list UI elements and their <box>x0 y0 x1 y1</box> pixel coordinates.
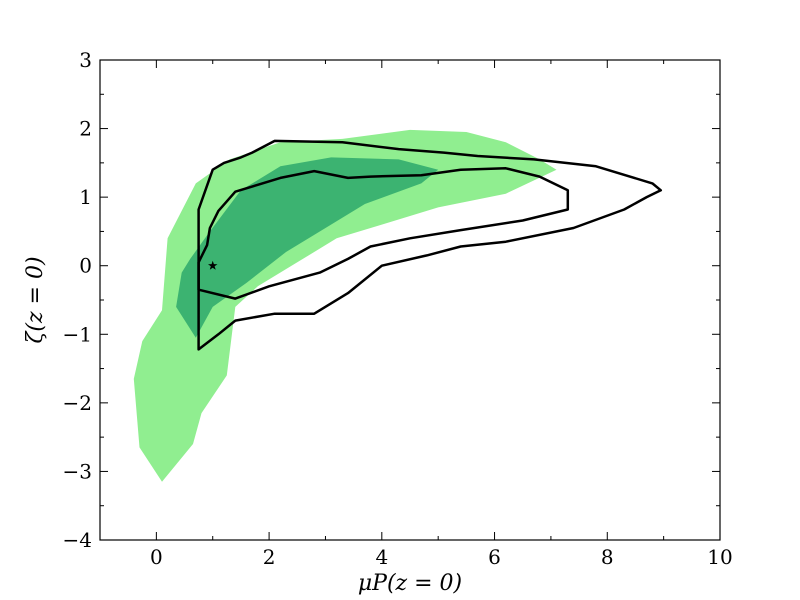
y-tick-label: −4 <box>63 528 92 552</box>
x-tick-label: 2 <box>263 545 276 569</box>
x-tick-label: 6 <box>488 545 501 569</box>
y-tick-label: 3 <box>79 48 92 72</box>
y-tick-label: −2 <box>63 391 92 415</box>
axis-ticks <box>99 59 721 541</box>
markers <box>208 260 218 270</box>
contour-lines <box>197 139 663 351</box>
filled-regions <box>133 129 557 482</box>
contour-line-inner <box>197 167 570 300</box>
y-axis-label: ζ(z = 0) <box>23 256 48 343</box>
y-tick-label: −3 <box>63 459 92 483</box>
x-tick-label: 0 <box>150 545 163 569</box>
x-axis-label: μP(z = 0) <box>358 571 462 596</box>
y-tick-label: −1 <box>63 322 92 346</box>
x-tick-label: 10 <box>707 545 732 569</box>
filled-region-inner <box>176 157 439 338</box>
x-tick-label: 8 <box>601 545 614 569</box>
y-tick-label: 1 <box>79 185 92 209</box>
tick-labels: 0 2 4 6 8 10 −4 −3 −2 −1 0 1 2 3 <box>63 48 733 569</box>
y-tick-label: 2 <box>79 117 92 141</box>
x-tick-label: 4 <box>375 545 388 569</box>
y-tick-label: 0 <box>79 254 92 278</box>
contour-line-outer <box>197 139 663 351</box>
star-marker-0 <box>208 260 218 270</box>
